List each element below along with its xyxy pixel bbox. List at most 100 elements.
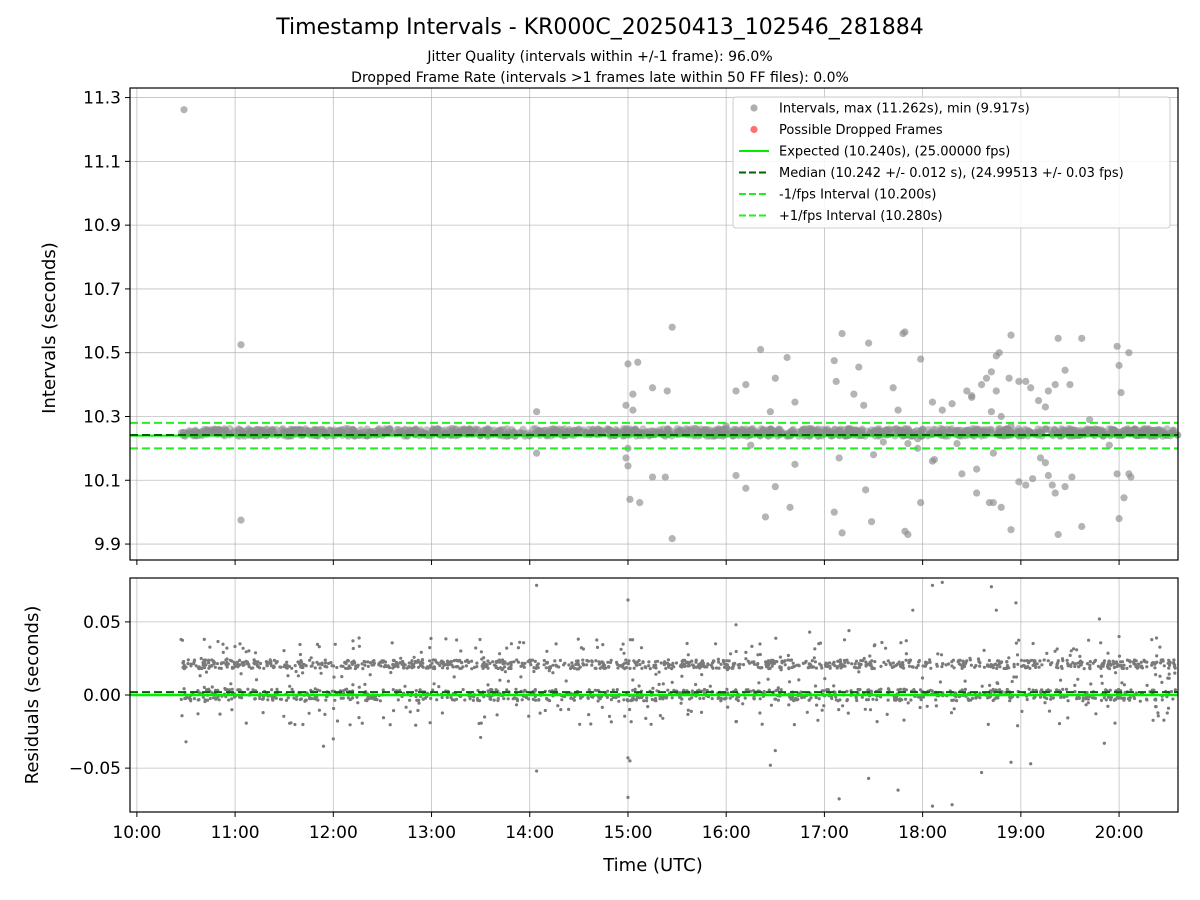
residual-point: [426, 665, 430, 669]
residual-point: [1104, 698, 1108, 702]
residual-point: [647, 660, 651, 664]
residual-point: [1009, 696, 1013, 700]
residual-point: [1097, 617, 1102, 621]
residual-point: [968, 656, 972, 660]
interval-point: [1090, 427, 1099, 435]
x-tick-label: 18:00: [898, 823, 947, 843]
residual-point: [298, 652, 302, 657]
residual-point: [551, 663, 555, 667]
residual-point: [796, 697, 800, 702]
residual-point: [330, 664, 334, 668]
residual-point: [578, 722, 582, 726]
residual-point: [699, 710, 704, 715]
residual-point: [928, 658, 932, 662]
residual-point: [664, 666, 668, 671]
residual-point: [799, 690, 803, 694]
residual-point: [1136, 662, 1140, 666]
residual-point: [862, 656, 866, 661]
residual-point: [551, 671, 555, 675]
residual-point: [284, 698, 289, 703]
interval-point: [1029, 475, 1037, 483]
residual-point: [694, 660, 698, 664]
residual-point: [1071, 661, 1075, 665]
residual-point: [398, 661, 402, 665]
residual-point: [590, 663, 594, 667]
residual-point: [711, 666, 715, 670]
residual-point: [316, 662, 320, 666]
residual-point: [1123, 690, 1127, 695]
residual-point: [590, 659, 594, 663]
interval-point: [771, 374, 779, 382]
y-tick-label: 0.00: [83, 686, 121, 706]
interval-point: [1051, 380, 1059, 389]
residual-point: [1022, 659, 1027, 663]
interval-point: [318, 425, 326, 433]
residual-point: [182, 667, 186, 671]
residual-point: [1066, 716, 1070, 720]
residual-point: [492, 698, 496, 702]
residual-point: [287, 664, 291, 669]
residual-point: [1145, 665, 1149, 669]
residual-point: [1005, 660, 1009, 664]
residual-point: [1046, 659, 1050, 663]
residual-point: [576, 637, 580, 641]
residual-point: [854, 666, 858, 670]
interval-point: [838, 529, 846, 537]
residual-point: [661, 682, 665, 686]
residual-point: [818, 641, 823, 645]
interval-point: [953, 439, 961, 448]
residual-point: [1076, 677, 1080, 681]
legend-entry: +1/fps Interval (10.280s): [779, 209, 943, 224]
interval-point: [958, 470, 966, 478]
interval-point: [968, 392, 976, 400]
residual-point: [498, 652, 502, 656]
residual-point: [478, 637, 482, 642]
residual-point: [1145, 683, 1149, 688]
residual-point: [286, 674, 290, 678]
residual-point: [940, 665, 944, 669]
residual-point: [408, 698, 412, 702]
legend-entry: Possible Dropped Frames: [779, 123, 943, 138]
residual-point: [611, 688, 615, 692]
residual-point: [208, 645, 212, 649]
residual-point: [221, 642, 225, 646]
residual-point: [810, 665, 814, 669]
residual-point: [1064, 687, 1069, 692]
residual-point: [806, 666, 810, 670]
residual-point: [1154, 705, 1158, 709]
residual-point: [599, 660, 604, 664]
interval-point: [834, 426, 843, 434]
residual-point: [772, 661, 777, 666]
residual-point: [864, 660, 868, 664]
residual-point: [1133, 662, 1137, 666]
residual-point: [792, 723, 797, 727]
residual-point: [230, 687, 234, 691]
residual-point: [1109, 698, 1113, 702]
residual-point: [598, 697, 602, 701]
interval-point: [889, 384, 897, 392]
residual-point: [977, 659, 981, 664]
residual-point: [253, 697, 257, 701]
residual-point: [496, 697, 500, 701]
residual-point: [502, 697, 506, 701]
x-tick-label: 10:00: [112, 823, 161, 843]
residual-point: [207, 660, 211, 665]
residual-point: [980, 684, 984, 688]
residual-point: [353, 661, 357, 665]
residual-point: [788, 695, 792, 699]
residual-point: [450, 663, 454, 667]
residual-point: [734, 688, 738, 692]
residual-point: [548, 665, 553, 669]
residual-point: [727, 659, 731, 663]
residual-point: [934, 704, 939, 708]
residual-point: [1085, 662, 1090, 666]
residual-point: [623, 661, 627, 665]
residual-point: [644, 666, 648, 670]
residual-point: [679, 701, 683, 705]
residual-point: [399, 656, 403, 660]
interval-point: [963, 387, 971, 395]
residual-point: [645, 696, 649, 700]
residual-point: [838, 663, 842, 668]
residual-point: [814, 666, 819, 670]
interval-point: [1044, 387, 1052, 395]
